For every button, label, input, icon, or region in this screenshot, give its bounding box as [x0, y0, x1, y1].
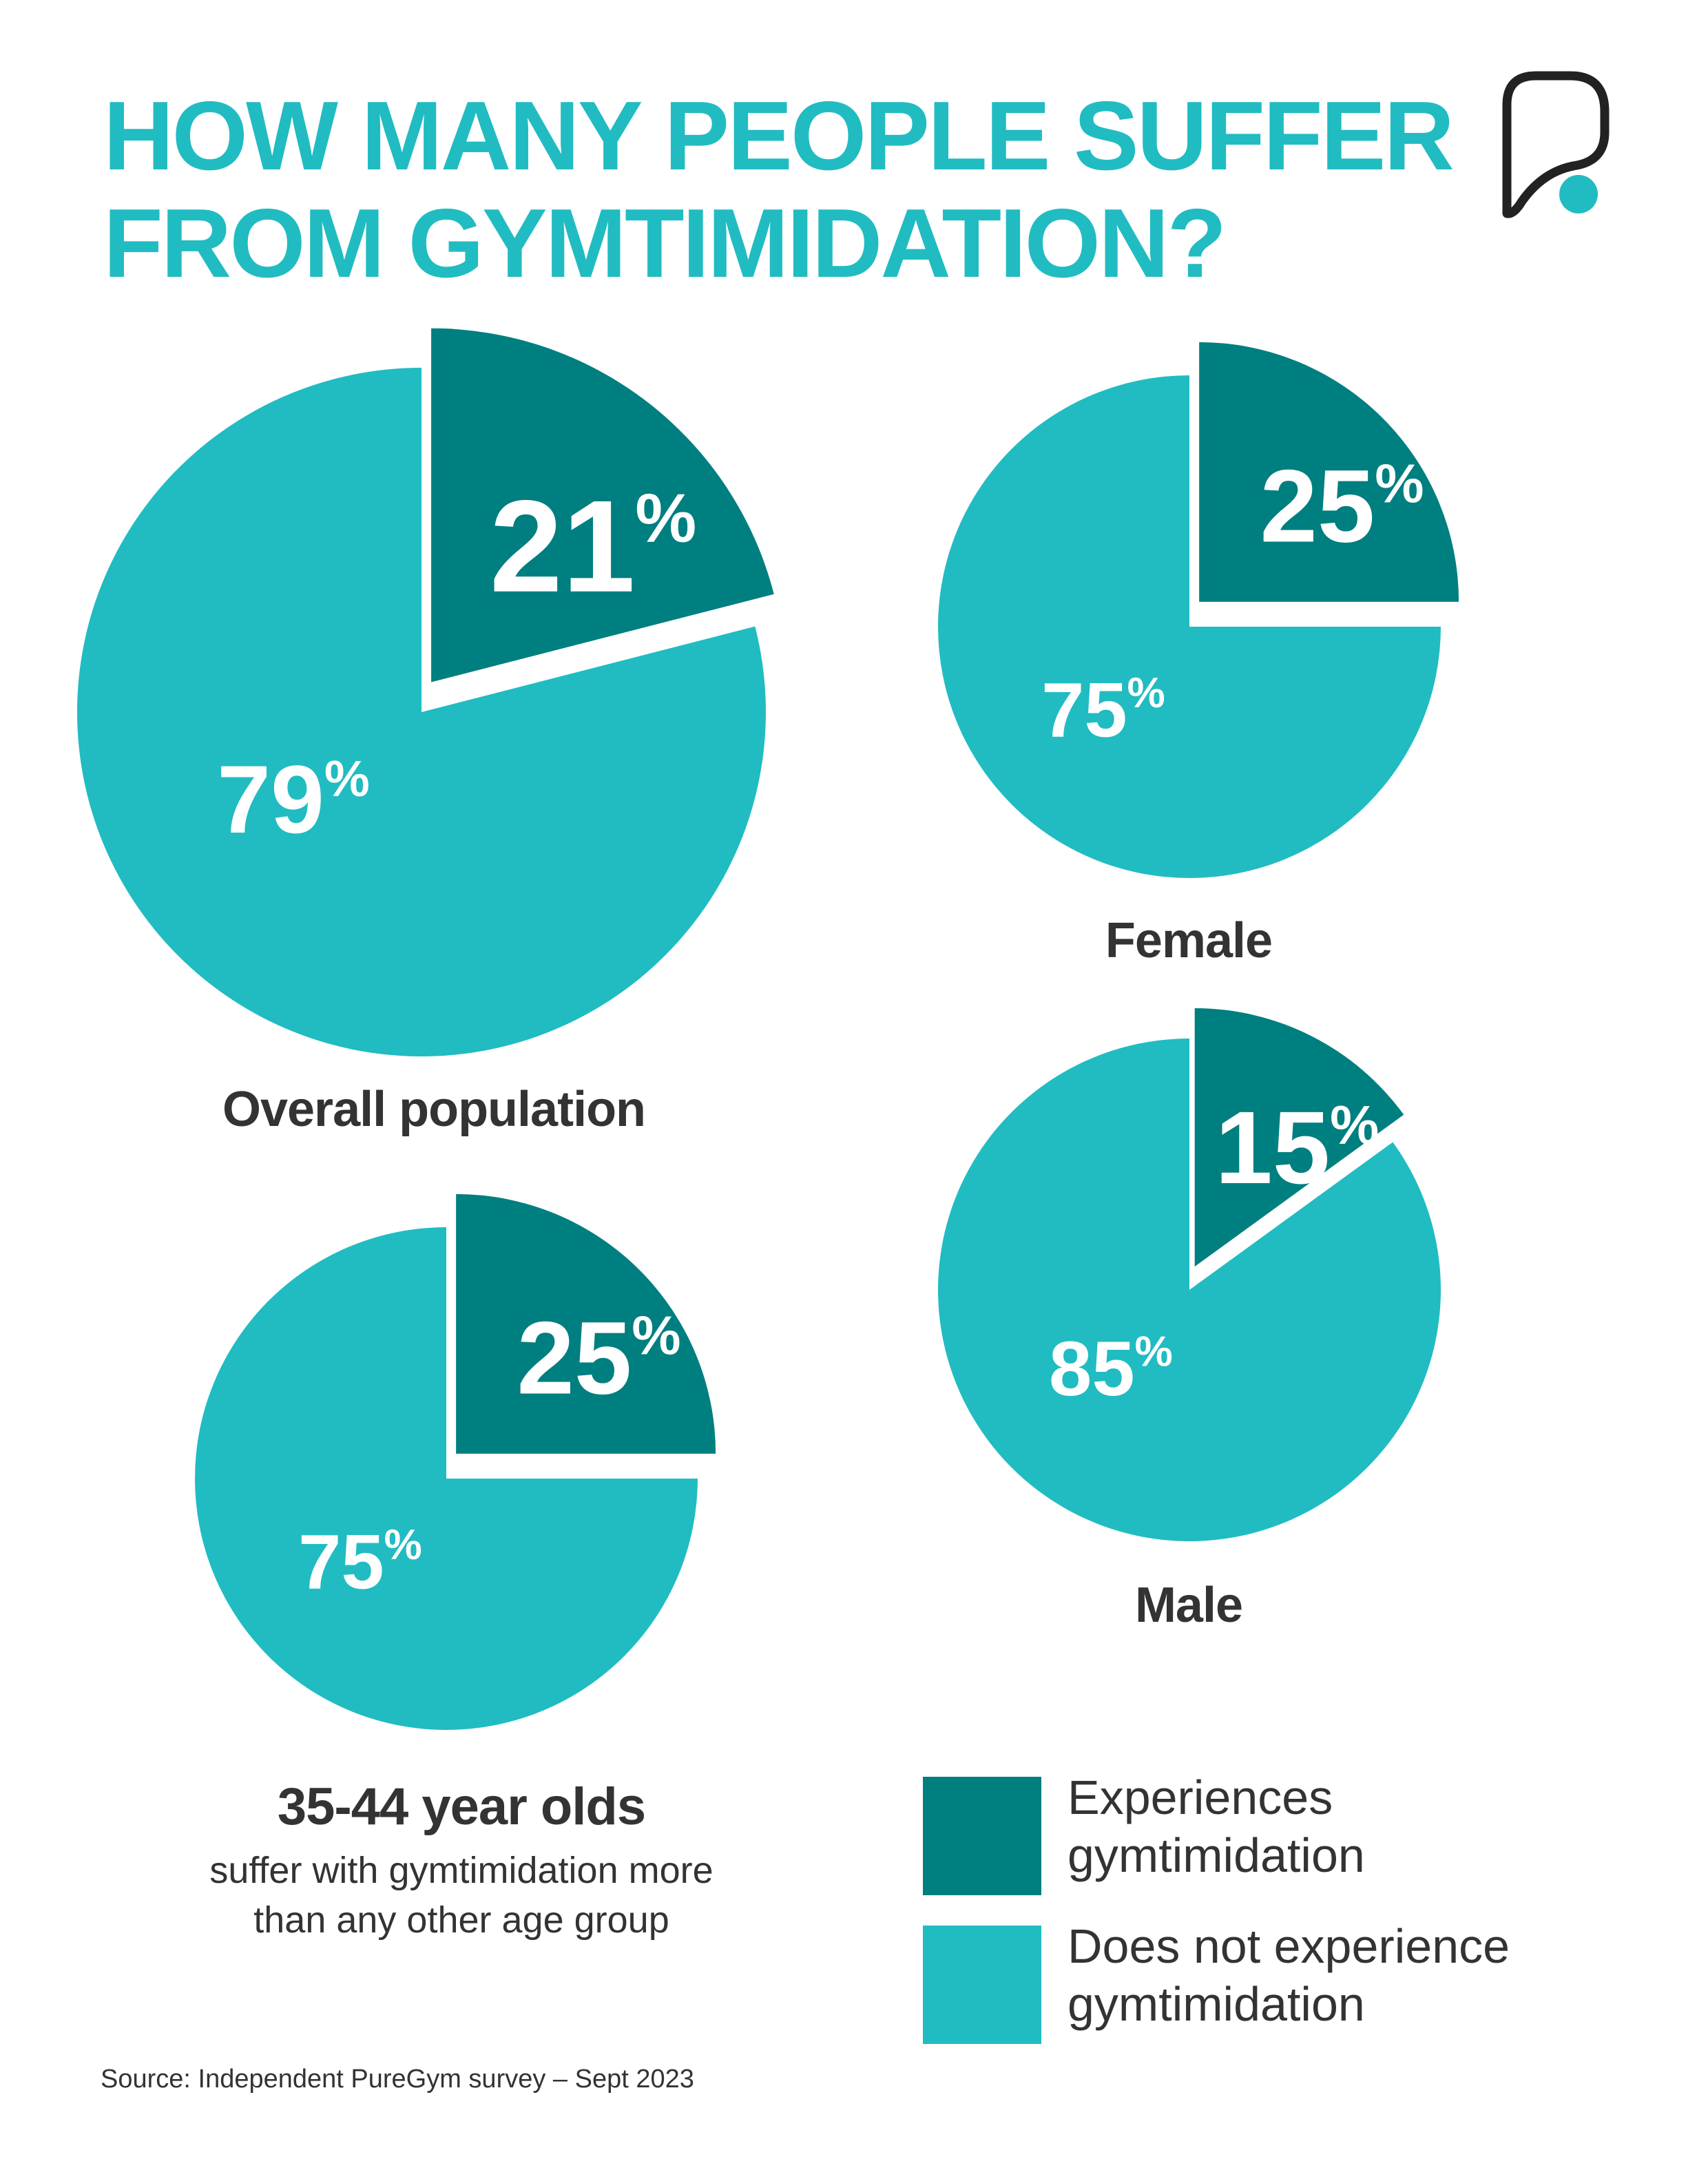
- legend-label-does-not: Does not experience gymtimidation: [1068, 1917, 1618, 2033]
- legend-line: Does not experience: [1068, 1919, 1510, 1973]
- puregym-logo-icon: [1502, 71, 1610, 218]
- pie-slice-does-not: [938, 1038, 1441, 1541]
- pie-chart-3: 25% 75%: [195, 1193, 716, 1730]
- pie-label-experiences: 21%: [490, 474, 696, 620]
- pie-label-experiences: 25%: [1260, 448, 1424, 564]
- pie-slice-does-not: [195, 1227, 698, 1730]
- pie-label-experiences: 25%: [517, 1300, 680, 1416]
- pie-slice-experiences: [456, 1193, 716, 1454]
- pie-chart-2: 15% 85%: [938, 1008, 1441, 1541]
- pie-label-does-not: 85%: [1049, 1326, 1173, 1412]
- page-title: HOW MANY PEOPLE SUFFER FROM GYMTIMIDATIO…: [103, 81, 1455, 298]
- age-note-line-2: than any other age group: [253, 1899, 669, 1941]
- caption-age-group: 35-44 year olds: [277, 1777, 646, 1836]
- title-line-1: HOW MANY PEOPLE SUFFER: [103, 81, 1455, 191]
- legend-swatch-does-not: [923, 1926, 1041, 2044]
- pie-chart-1: 25% 75%: [938, 342, 1459, 878]
- caption-overall: Overall population: [222, 1082, 646, 1137]
- legend-line: gymtimidation: [1068, 1977, 1365, 2031]
- caption-male: Male: [1134, 1578, 1243, 1633]
- age-note-line-1: suffer with gymtimidation more: [209, 1850, 714, 1891]
- legend-item-experiences: Experiences gymtimidation: [923, 1771, 1612, 1897]
- legend-label-experiences: Experiences gymtimidation: [1068, 1769, 1618, 1884]
- legend-line: Experiences: [1068, 1771, 1333, 1824]
- pie-label-does-not: 79%: [217, 745, 370, 853]
- legend-swatch-experiences: [923, 1777, 1041, 1895]
- pie-slice-does-not: [77, 368, 767, 1057]
- pie-slice-experiences: [1194, 1008, 1404, 1267]
- pie-slice-experiences: [431, 328, 774, 682]
- legend-line: gymtimidation: [1068, 1828, 1365, 1882]
- pie-slice-experiences: [1199, 342, 1459, 602]
- pie-label-experiences: 15%: [1215, 1089, 1379, 1205]
- pie-slice-does-not: [938, 375, 1441, 878]
- age-group-note: suffer with gymtimidation more than any …: [152, 1846, 771, 1945]
- pie-chart-0: 21% 79%: [77, 328, 774, 1057]
- pie-label-does-not: 75%: [298, 1519, 422, 1605]
- caption-female: Female: [1105, 913, 1273, 968]
- legend-item-does-not: Does not experience gymtimidation: [923, 1919, 1612, 2046]
- pie-label-does-not: 75%: [1041, 667, 1165, 753]
- title-line-2: FROM GYMTIMIDATION?: [103, 189, 1227, 298]
- source-note: Source: Independent PureGym survey – Sep…: [101, 2065, 694, 2094]
